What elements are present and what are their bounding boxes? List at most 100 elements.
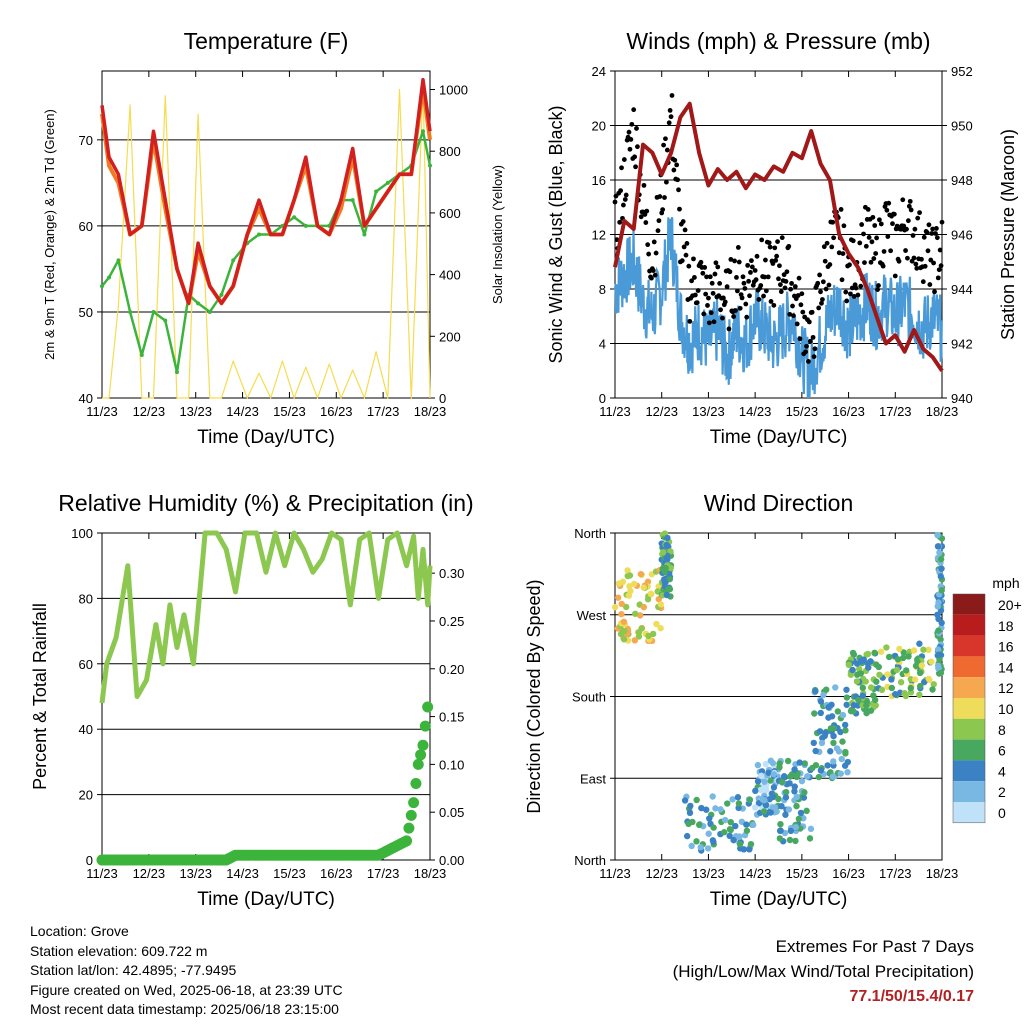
- gust-point: [857, 240, 863, 246]
- direction-point: [770, 771, 778, 778]
- direction-point: [793, 793, 800, 801]
- gust-point: [806, 319, 812, 325]
- direction-point: [896, 645, 903, 653]
- gust-point: [816, 305, 822, 311]
- humidity-x-tick-label: 13/23: [179, 866, 212, 881]
- winds-x-tick-label: 12/23: [645, 404, 678, 419]
- station-pressure-line: [613, 101, 944, 372]
- gust-point: [745, 262, 751, 268]
- direction-point: [830, 739, 837, 747]
- gust-point: [623, 192, 629, 198]
- legend-label: 10: [998, 701, 1014, 717]
- gust-point: [788, 286, 794, 292]
- gust-point: [715, 264, 721, 270]
- winds-y-tick-label: 4: [599, 337, 606, 352]
- dewpoint-point: [139, 352, 144, 357]
- gust-point: [901, 223, 907, 229]
- gust-point: [617, 219, 623, 225]
- direction-point: [821, 732, 828, 740]
- gust-point: [663, 179, 669, 185]
- direction-point: [897, 679, 905, 686]
- gust-point: [679, 258, 685, 264]
- winds-x-tick-label: 15/23: [786, 404, 819, 419]
- direction-point: [624, 567, 631, 574]
- gust-point: [664, 147, 670, 153]
- direction-point: [693, 838, 700, 845]
- gust-point: [844, 298, 850, 304]
- gust-point: [739, 295, 745, 301]
- direction-point: [837, 770, 844, 777]
- humidity-y2-tick-label: 0.30: [439, 566, 464, 581]
- direction-point: [864, 660, 871, 667]
- precip-points: [96, 701, 434, 866]
- direction-point: [888, 684, 896, 692]
- direction-point: [823, 686, 830, 693]
- legend-swatch: [953, 656, 985, 678]
- gust-point: [742, 286, 748, 291]
- direction-point: [777, 827, 784, 834]
- gust-point: [732, 258, 737, 264]
- legend-label: 2: [998, 784, 1006, 800]
- direction-point: [791, 766, 798, 773]
- direction-point: [721, 829, 728, 836]
- temperature-x-tick-label: 12/23: [133, 404, 166, 419]
- gust-point: [853, 285, 859, 291]
- winds-y-tick-label: 12: [592, 228, 606, 243]
- direction-y-axis-label: Direction (Colored By Speed): [524, 579, 544, 813]
- humidity-y-tick-label: 40: [79, 722, 93, 737]
- gust-point: [684, 240, 690, 246]
- gust-point: [925, 248, 931, 254]
- gust-point: [933, 231, 938, 236]
- gust-point: [638, 214, 644, 220]
- dewpoint-point: [100, 284, 104, 289]
- direction-x-tick-label: 12/23: [645, 866, 678, 881]
- gust-point: [841, 223, 847, 229]
- direction-point: [901, 690, 908, 697]
- gust-point: [676, 187, 681, 193]
- station-latlon: Station lat/lon: 42.4895; -77.9495: [30, 962, 237, 978]
- gust-point: [682, 227, 688, 233]
- direction-point: [839, 711, 847, 719]
- gust-point: [792, 284, 798, 289]
- extremes-subtitle: (High/Low/Max Wind/Total Precipitation): [672, 962, 974, 981]
- gust-point: [672, 157, 678, 163]
- gust-point: [934, 235, 940, 241]
- winds-y-tick-label: 24: [592, 64, 606, 79]
- direction-point: [661, 578, 668, 586]
- gust-point: [904, 226, 909, 232]
- gust-point: [827, 262, 833, 267]
- gust-point: [641, 182, 647, 188]
- direction-point: [767, 809, 774, 816]
- direction-point: [937, 573, 945, 580]
- extremes-box: Extremes For Past 7 Days (High/Low/Max W…: [673, 934, 974, 1009]
- direction-point: [806, 835, 814, 842]
- gust-point: [815, 280, 821, 286]
- winds-y2-tick-label: 942: [951, 337, 973, 352]
- direction-point: [689, 818, 696, 826]
- gust-point: [848, 291, 853, 297]
- direction-point: [782, 788, 790, 796]
- gust-point: [917, 210, 922, 216]
- direction-point: [800, 794, 808, 801]
- gust-point: [720, 315, 725, 321]
- gust-point: [886, 200, 892, 206]
- direction-x-tick-label: 13/23: [692, 866, 725, 881]
- direction-point: [757, 786, 764, 794]
- direction-point: [776, 835, 784, 842]
- direction-y-tick-label: West: [577, 608, 607, 623]
- temperature-y2-tick-label: 400: [439, 268, 461, 283]
- direction-point: [934, 603, 941, 610]
- direction-point: [631, 637, 639, 644]
- gust-point: [885, 234, 891, 239]
- gust-point: [704, 274, 709, 280]
- winds-y2-axis-label: Station Pressure (Maroon): [998, 129, 1018, 340]
- direction-point: [620, 618, 628, 625]
- direction-point: [830, 732, 837, 740]
- temperature-y-tick-label: 40: [79, 391, 93, 406]
- direction-point: [706, 815, 713, 822]
- humidity-x-tick-label: 15/23: [273, 866, 306, 881]
- temperature-title: Temperature (F): [184, 28, 349, 54]
- direction-point: [838, 755, 845, 763]
- direction-point: [762, 760, 770, 768]
- gust-point: [784, 269, 790, 275]
